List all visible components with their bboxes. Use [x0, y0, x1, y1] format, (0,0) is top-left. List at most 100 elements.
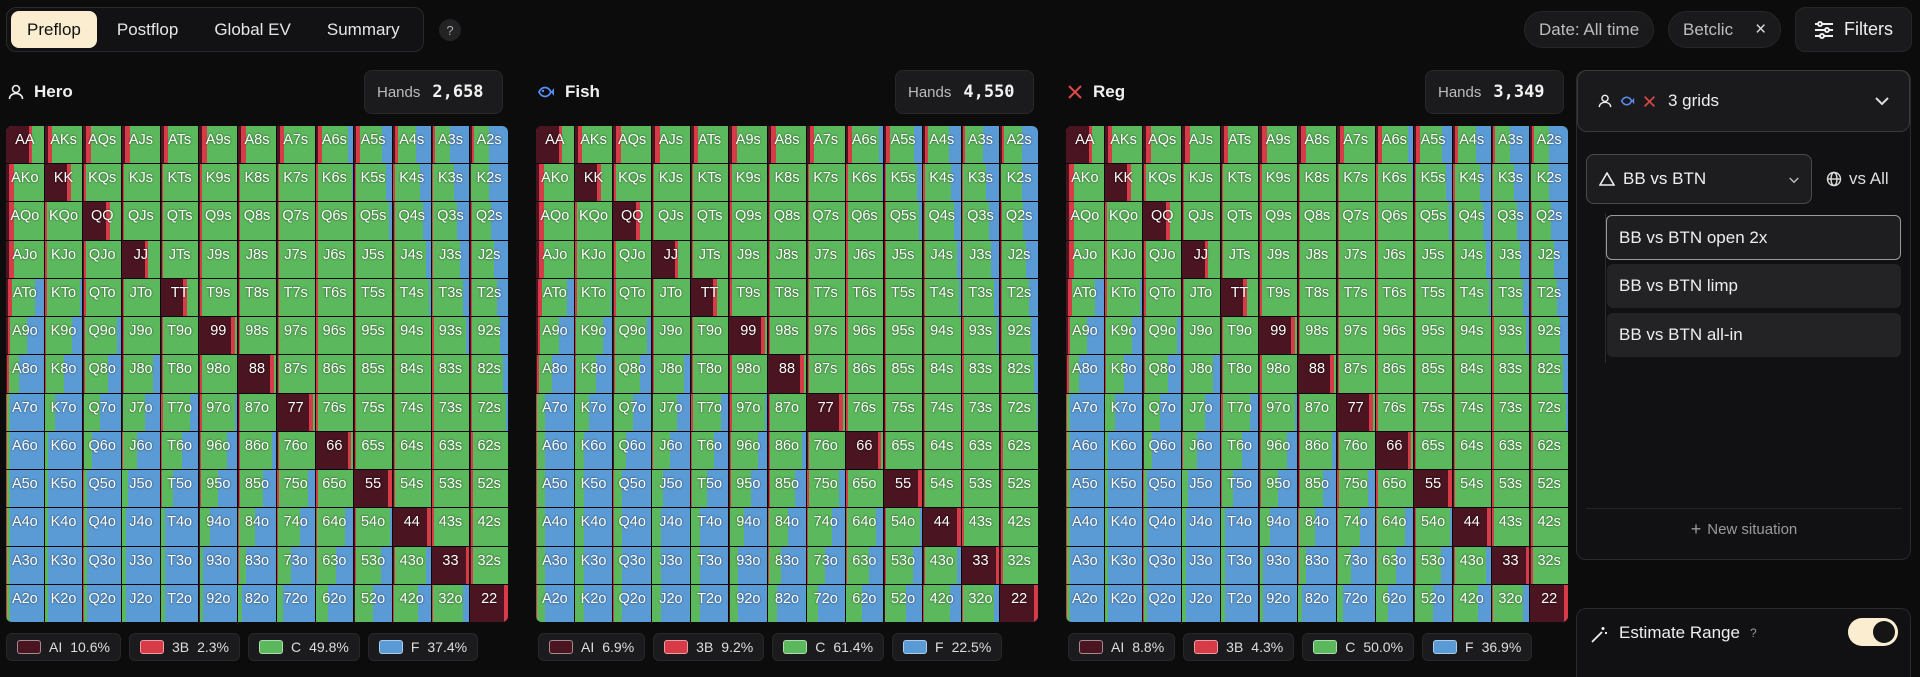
hand-cell-Q2o[interactable]: Q2o: [613, 584, 652, 622]
hand-cell-96o[interactable]: 96o: [199, 431, 238, 470]
hand-cell-AJs[interactable]: AJs: [1182, 126, 1220, 164]
hand-cell-A2s[interactable]: A2s: [1530, 126, 1568, 164]
hand-cell-84s[interactable]: 84s: [392, 355, 431, 393]
estimate-range-toggle[interactable]: [1848, 618, 1898, 646]
hand-cell-A3s[interactable]: A3s: [961, 126, 1000, 164]
hand-cell-JTs[interactable]: JTs: [690, 240, 729, 278]
hand-cell-Q8s[interactable]: Q8s: [1298, 202, 1336, 240]
hand-cell-98s[interactable]: 98s: [768, 317, 806, 355]
hand-cell-AQs[interactable]: AQs: [1143, 126, 1182, 164]
hand-cell-Q3s[interactable]: Q3s: [1491, 202, 1530, 240]
hand-cell-76o[interactable]: 76o: [1336, 431, 1375, 470]
hand-cell-J7s[interactable]: J7s: [806, 240, 845, 278]
hand-cell-J5s[interactable]: J5s: [1414, 240, 1452, 278]
vs-all-toggle[interactable]: vs All: [1826, 154, 1889, 204]
hand-cell-T6s[interactable]: T6s: [1375, 278, 1414, 317]
hand-cell-KK[interactable]: KK: [574, 164, 613, 202]
hand-cell-92o[interactable]: 92o: [1259, 584, 1298, 622]
hand-cell-AKo[interactable]: AKo: [1066, 164, 1104, 202]
hand-cell-T3o[interactable]: T3o: [160, 546, 199, 584]
hand-cell-85s[interactable]: 85s: [354, 355, 392, 393]
hand-cell-K6o[interactable]: K6o: [1104, 431, 1143, 470]
hand-cell-Q3s[interactable]: Q3s: [961, 202, 1000, 240]
hand-cell-Q7o[interactable]: Q7o: [83, 393, 122, 431]
hand-cell-74s[interactable]: 74s: [392, 393, 431, 431]
hand-cell-Q6s[interactable]: Q6s: [845, 202, 884, 240]
hand-cell-72s[interactable]: 72s: [470, 393, 508, 431]
hand-cell-Q9s[interactable]: Q9s: [729, 202, 768, 240]
hand-cell-J8s[interactable]: J8s: [238, 240, 276, 278]
hand-cell-K6s[interactable]: K6s: [315, 164, 354, 202]
hand-cell-K4s[interactable]: K4s: [1452, 164, 1491, 202]
option-all-in[interactable]: BB vs BTN all-in: [1607, 313, 1901, 357]
hand-cell-97o[interactable]: 97o: [1259, 393, 1298, 431]
hand-cell-T9o[interactable]: T9o: [160, 317, 199, 355]
hand-cell-95o[interactable]: 95o: [199, 470, 238, 508]
hand-cell-83s[interactable]: 83s: [431, 355, 470, 393]
hand-cell-94s[interactable]: 94s: [1452, 317, 1491, 355]
hand-cell-J7o[interactable]: J7o: [652, 393, 690, 431]
hand-cell-Q5o[interactable]: Q5o: [1143, 470, 1182, 508]
hand-cell-95s[interactable]: 95s: [1414, 317, 1452, 355]
hand-cell-63o[interactable]: 63o: [315, 546, 354, 584]
hand-cell-KQo[interactable]: KQo: [1104, 202, 1143, 240]
hand-cell-84s[interactable]: 84s: [922, 355, 961, 393]
hand-cell-Q6o[interactable]: Q6o: [613, 431, 652, 470]
hand-cell-QQ[interactable]: QQ: [83, 202, 122, 240]
hand-cell-QJs[interactable]: QJs: [652, 202, 690, 240]
hand-cell-ATo[interactable]: ATo: [1066, 278, 1104, 317]
hand-cell-J8o[interactable]: J8o: [652, 355, 690, 393]
hand-cell-K5o[interactable]: K5o: [44, 470, 83, 508]
hand-cell-63o[interactable]: 63o: [845, 546, 884, 584]
hand-cell-J3o[interactable]: J3o: [1182, 546, 1220, 584]
hand-cell-K9s[interactable]: K9s: [199, 164, 238, 202]
hand-cell-Q7o[interactable]: Q7o: [1143, 393, 1182, 431]
hand-cell-A6s[interactable]: A6s: [1375, 126, 1414, 164]
hand-cell-98s[interactable]: 98s: [1298, 317, 1336, 355]
hand-cell-A2s[interactable]: A2s: [470, 126, 508, 164]
hand-cell-42s[interactable]: 42s: [470, 508, 508, 546]
hand-cell-98s[interactable]: 98s: [238, 317, 276, 355]
hand-cell-QJo[interactable]: QJo: [83, 240, 122, 278]
hand-cell-Q6s[interactable]: Q6s: [1375, 202, 1414, 240]
hand-cell-J8s[interactable]: J8s: [1298, 240, 1336, 278]
hand-cell-93s[interactable]: 93s: [431, 317, 470, 355]
hand-cell-Q4s[interactable]: Q4s: [392, 202, 431, 240]
hand-cell-AJs[interactable]: AJs: [122, 126, 160, 164]
hand-cell-A3o[interactable]: A3o: [536, 546, 574, 584]
hand-cell-T5o[interactable]: T5o: [690, 470, 729, 508]
hand-cell-A4o[interactable]: A4o: [536, 508, 574, 546]
hand-cell-62s[interactable]: 62s: [470, 431, 508, 470]
hand-cell-A4s[interactable]: A4s: [392, 126, 431, 164]
hand-cell-K7o[interactable]: K7o: [574, 393, 613, 431]
hand-cell-83s[interactable]: 83s: [1491, 355, 1530, 393]
hand-cell-99[interactable]: 99: [1259, 317, 1298, 355]
hand-cell-K2s[interactable]: K2s: [1530, 164, 1568, 202]
hand-cell-Q8o[interactable]: Q8o: [1143, 355, 1182, 393]
hand-cell-A7o[interactable]: A7o: [1066, 393, 1104, 431]
hand-cell-A6s[interactable]: A6s: [845, 126, 884, 164]
hand-cell-A8o[interactable]: A8o: [1066, 355, 1104, 393]
hand-cell-QTo[interactable]: QTo: [1143, 278, 1182, 317]
hand-cell-K2s[interactable]: K2s: [1000, 164, 1038, 202]
hand-cell-A6o[interactable]: A6o: [536, 431, 574, 470]
hand-cell-54o[interactable]: 54o: [1414, 508, 1452, 546]
hand-cell-T9s[interactable]: T9s: [729, 278, 768, 317]
hand-cell-KTs[interactable]: KTs: [690, 164, 729, 202]
hand-cell-A3s[interactable]: A3s: [1491, 126, 1530, 164]
hand-cell-A7s[interactable]: A7s: [1336, 126, 1375, 164]
hand-cell-J4o[interactable]: J4o: [652, 508, 690, 546]
hand-cell-T3s[interactable]: T3s: [961, 278, 1000, 317]
hand-cell-J6s[interactable]: J6s: [845, 240, 884, 278]
hand-cell-22[interactable]: 22: [470, 584, 508, 622]
hand-cell-97o[interactable]: 97o: [199, 393, 238, 431]
hand-cell-52s[interactable]: 52s: [1000, 470, 1038, 508]
hand-cell-A9o[interactable]: A9o: [1066, 317, 1104, 355]
hand-cell-33[interactable]: 33: [1491, 546, 1530, 584]
hand-cell-42o[interactable]: 42o: [922, 584, 961, 622]
hand-cell-K9s[interactable]: K9s: [1259, 164, 1298, 202]
hand-cell-75s[interactable]: 75s: [354, 393, 392, 431]
hand-cell-75o[interactable]: 75o: [806, 470, 845, 508]
hand-cell-K5s[interactable]: K5s: [884, 164, 922, 202]
hand-cell-Q7s[interactable]: Q7s: [276, 202, 315, 240]
